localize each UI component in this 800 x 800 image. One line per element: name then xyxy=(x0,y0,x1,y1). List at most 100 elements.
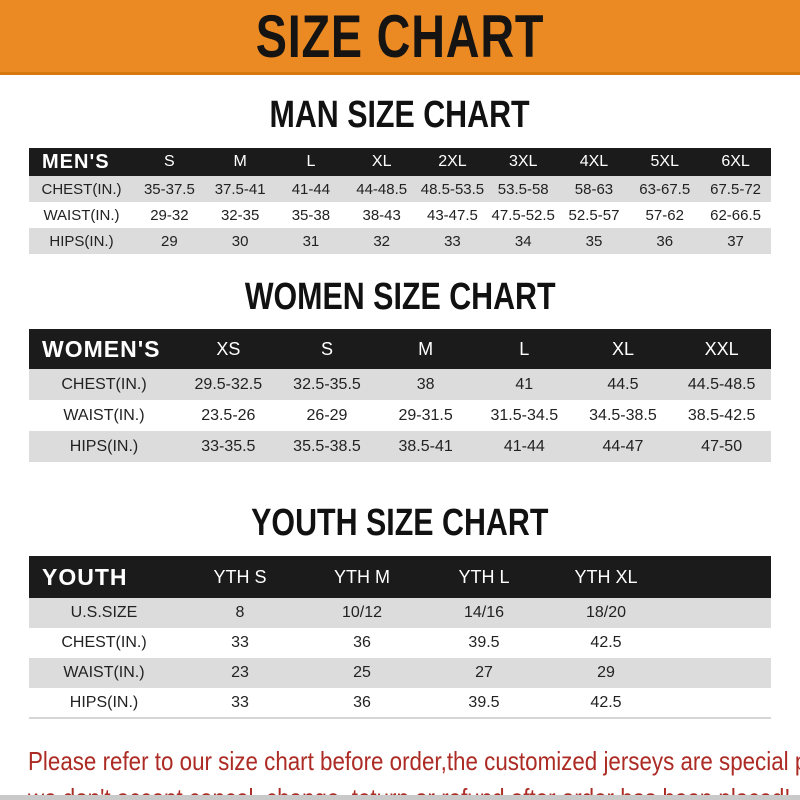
size-value-cell: 8 xyxy=(235,604,245,621)
size-value-cell: 42.5 xyxy=(590,634,622,651)
size-column-header: L xyxy=(275,148,347,176)
size-value-cell: 32 xyxy=(373,232,391,250)
size-column-header: 3XL xyxy=(487,148,559,176)
size-value-cell: 67.5-72 xyxy=(710,180,761,198)
size-column-header: YTH XL xyxy=(545,556,667,598)
size-column-header: 2XL xyxy=(417,148,488,176)
size-value-cell: 29 xyxy=(597,664,615,681)
man-heading-text: MAN SIZE CHART xyxy=(269,94,531,136)
table-row: HIPS(IN.) 33-35.5 35.5-38.5 38.5-41 41-44 44-… xyxy=(29,431,771,462)
table-row: WAIST(IN.) 23 25 27 29 xyxy=(29,658,771,688)
size-value-cell: 57-62 xyxy=(645,206,684,224)
row-label: HIPS(IN.) xyxy=(69,693,139,711)
size-column-header: M xyxy=(204,148,276,176)
youth-size-table: YOUTH YTH S YTH M YTH L YTH XL U.S.SIZE 8 10/1… xyxy=(29,556,771,719)
row-label: U.S.SIZE xyxy=(70,604,138,621)
size-value-cell: 29-31.5 xyxy=(398,406,453,424)
size-value-cell: 58-63 xyxy=(574,180,614,198)
size-column-header: YTH S xyxy=(179,556,301,598)
table-row: CHEST(IN.) 35-37.5 37.5-41 41-44 44-48.5 48.5… xyxy=(29,176,771,202)
size-column-header: 5XL xyxy=(629,148,701,176)
size-value-cell: 18/20 xyxy=(585,604,627,621)
size-value-cell: 35 xyxy=(585,232,603,250)
size-column-header: L xyxy=(474,329,574,369)
table-title: YOUTH xyxy=(29,556,179,598)
size-value-cell: 48.5-53.5 xyxy=(420,180,485,198)
size-value-cell: 35-37.5 xyxy=(143,180,195,198)
man-section-heading: MAN SIZE CHART xyxy=(0,96,800,134)
size-column-header: 4XL xyxy=(558,148,630,176)
size-column-header: XS xyxy=(179,329,278,369)
row-label: WAIST(IN.) xyxy=(43,206,120,224)
filler-cell xyxy=(667,688,771,718)
size-value-cell: 29.5-32.5 xyxy=(194,375,263,393)
size-column-header: XL xyxy=(573,329,673,369)
table-row: U.S.SIZE 8 10/12 14/16 18/20 xyxy=(29,598,771,628)
men-size-table: MEN'S S M L XL 2XL 3XL 4XL 5XL 6XL CHEST(IN.) 35-3… xyxy=(29,148,771,254)
size-value-cell: 44-47 xyxy=(602,437,644,455)
bottom-edge-strip xyxy=(0,795,800,800)
size-value-cell: 31.5-34.5 xyxy=(490,406,559,424)
size-value-cell: 33-35.5 xyxy=(201,437,256,455)
size-chart-banner: SIZE CHART xyxy=(0,0,800,75)
size-value-cell: 37.5-41 xyxy=(214,180,266,198)
table-row: CHEST(IN.) 29.5-32.5 32.5-35.5 38 41 44.5 44.5… xyxy=(29,369,771,400)
men-table-body: CHEST(IN.) 35-37.5 37.5-41 41-44 44-48.5 48.5… xyxy=(29,176,771,254)
size-value-cell: 34.5-38.5 xyxy=(589,406,657,424)
row-label: CHEST(IN.) xyxy=(61,375,147,393)
women-size-table: WOMEN'S XS S M L XL XXL CHEST(IN.) 29.5-32.5 32.… xyxy=(29,329,771,462)
size-value-cell: 39.5 xyxy=(468,693,500,711)
table-row: CHEST(IN.) 33 36 39.5 42.5 xyxy=(29,628,771,658)
size-value-cell: 34 xyxy=(514,232,532,250)
size-value-cell: 42.5 xyxy=(590,693,622,711)
size-value-cell: 38 xyxy=(416,375,435,393)
size-value-cell: 35-38 xyxy=(291,206,331,224)
row-label: WAIST(IN.) xyxy=(63,664,145,681)
table-title: MEN'S xyxy=(29,148,134,176)
size-column-header: S xyxy=(277,329,377,369)
size-value-cell: 36 xyxy=(353,634,371,651)
size-value-cell: 53.5-58 xyxy=(497,180,549,198)
filler-cell xyxy=(667,658,771,688)
size-value-cell: 37 xyxy=(727,232,744,250)
size-value-cell: 32-35 xyxy=(220,206,260,224)
size-value-cell: 38-43 xyxy=(362,206,401,224)
size-value-cell: 35.5-38.5 xyxy=(293,437,361,455)
size-value-cell: 41 xyxy=(515,375,534,393)
size-value-cell: 41-44 xyxy=(503,437,545,455)
size-value-cell: 30 xyxy=(231,232,249,250)
size-value-cell: 29 xyxy=(161,232,178,250)
size-value-cell: 62-66.5 xyxy=(710,206,761,224)
table-title: WOMEN'S xyxy=(29,329,179,369)
row-label: CHEST(IN.) xyxy=(41,180,122,198)
table-row: WAIST(IN.) 23.5-26 26-29 29-31.5 31.5-34.5 34… xyxy=(29,400,771,431)
size-column-header: 6XL xyxy=(700,148,771,176)
size-value-cell: 23 xyxy=(231,664,249,681)
women-section-heading: WOMEN SIZE CHART xyxy=(0,278,800,316)
size-value-cell: 27 xyxy=(475,664,493,681)
size-column-header: YTH M xyxy=(301,556,423,598)
size-value-cell: 23.5-26 xyxy=(201,406,256,424)
women-table-header: WOMEN'S XS S M L XL XXL xyxy=(29,329,771,369)
size-value-cell: 41-44 xyxy=(291,180,331,198)
youth-table-header: YOUTH YTH S YTH M YTH L YTH XL xyxy=(29,556,771,598)
youth-heading-text: YOUTH SIZE CHART xyxy=(251,502,549,544)
filler-cell xyxy=(667,598,771,628)
table-row: HIPS(IN.) 33 36 39.5 42.5 xyxy=(29,688,771,718)
table-header-row: WOMEN'S XS S M L XL XXL xyxy=(29,329,771,369)
size-value-cell: 39.5 xyxy=(468,634,500,651)
disclaimer-line-1: Please refer to our size chart before or… xyxy=(28,746,800,776)
size-value-cell: 33 xyxy=(231,634,249,651)
size-value-cell: 33 xyxy=(444,232,461,250)
size-value-cell: 31 xyxy=(302,232,320,250)
size-value-cell: 10/12 xyxy=(341,604,383,621)
row-label: HIPS(IN.) xyxy=(49,232,114,250)
size-value-cell: 47.5-52.5 xyxy=(491,206,555,224)
size-column-header: XXL xyxy=(672,329,771,369)
size-value-cell: 36 xyxy=(656,232,674,250)
size-column-header: XL xyxy=(346,148,418,176)
size-value-cell: 43-47.5 xyxy=(427,206,478,224)
row-label: WAIST(IN.) xyxy=(63,406,145,424)
banner-title: SIZE CHART xyxy=(255,2,545,70)
size-value-cell: 25 xyxy=(353,664,371,681)
